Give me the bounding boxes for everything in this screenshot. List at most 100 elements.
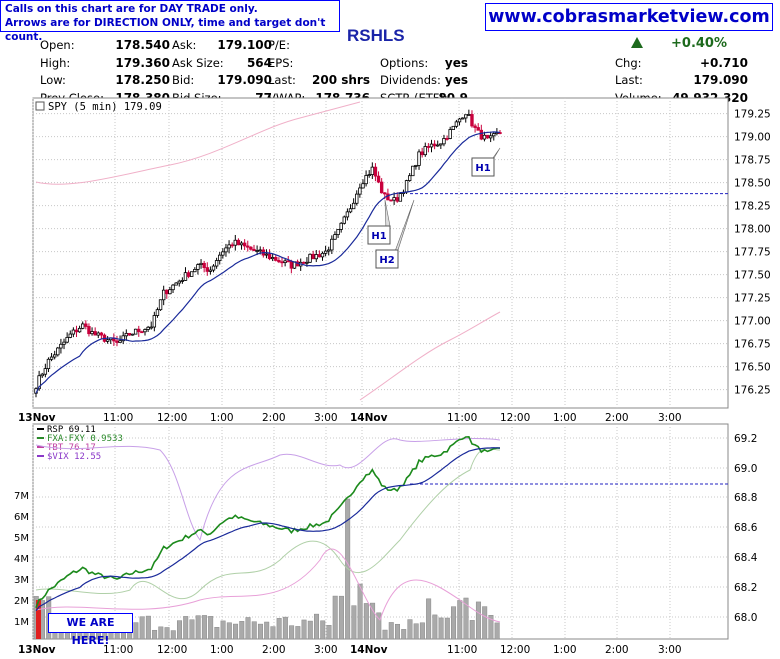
candle-body: [317, 254, 322, 258]
volume-bar: [289, 625, 295, 640]
volume-bar: [139, 616, 145, 640]
candle-body: [383, 192, 387, 195]
upper-y-tick: 178.00: [734, 224, 771, 236]
fxa-series: [35, 447, 501, 599]
candle-body: [199, 262, 203, 265]
h1-right-annotation-box: [471, 157, 495, 177]
volume-bar: [438, 617, 444, 640]
candle-body: [407, 175, 412, 181]
candle-body: [37, 375, 41, 390]
volume-tick: 7M: [14, 491, 29, 502]
volume-tick: 1M: [14, 617, 29, 628]
h2-annotation-box: [375, 249, 399, 269]
volume-bar: [133, 622, 139, 640]
x-tick-lower: 3:00: [314, 644, 338, 656]
candle-body: [367, 174, 371, 177]
candle-body: [358, 187, 362, 195]
candle-body: [171, 284, 175, 291]
quote-label: Bid:: [172, 73, 195, 87]
upper-y-tick: 179.00: [734, 132, 771, 144]
volume-bar: [276, 618, 282, 640]
volume-bar: [176, 620, 182, 640]
candle-body: [40, 373, 44, 377]
candle-body: [411, 165, 415, 177]
candle-body: [236, 239, 241, 246]
candle-body: [361, 183, 365, 189]
candle-body: [320, 252, 325, 258]
candle-body: [348, 208, 353, 213]
candle-body: [330, 238, 334, 251]
candle-body: [270, 257, 275, 260]
x-tick-lower: 1:00: [553, 644, 577, 656]
candle-body: [264, 253, 269, 256]
h1-left-annotation-box: [367, 225, 391, 245]
candle-body: [165, 289, 169, 295]
x-tick-upper: 3:00: [314, 412, 338, 424]
candle-body: [218, 254, 222, 261]
day-trade-note: Calls on this chart are for DAY TRADE on…: [0, 0, 340, 43]
candle-body: [146, 326, 150, 330]
lower-legend-item: FXA:FXY 0.9533: [47, 434, 123, 444]
candle-body: [43, 368, 48, 375]
volume-bar: [463, 597, 469, 640]
candle-body: [52, 354, 57, 358]
x-tick-lower: 2:00: [605, 644, 629, 656]
candle-body: [376, 175, 381, 183]
candle-body: [267, 253, 272, 260]
volume-bar: [482, 606, 488, 640]
x-tick-upper: 2:00: [605, 412, 629, 424]
volume-bar: [201, 615, 207, 640]
quote-value: yes: [444, 55, 468, 70]
candle-body: [49, 356, 54, 360]
volume-bar: [351, 605, 357, 640]
site-url[interactable]: www.cobrasmarketview.com: [485, 3, 773, 31]
upper-y-tick: 177.50: [734, 270, 771, 282]
we-are-here-label: WE ARE HERE!: [48, 613, 133, 647]
x-tick-upper: 12:00: [500, 412, 530, 424]
quote-value: yes: [444, 73, 468, 87]
candle-body: [339, 222, 343, 230]
candle-body: [454, 121, 459, 127]
candle-body: [314, 254, 318, 260]
candle-body: [87, 326, 91, 335]
candle-body: [168, 289, 172, 295]
volume-bar: [214, 627, 220, 640]
h2-annotation: H2: [379, 255, 394, 266]
candle-body: [277, 260, 281, 263]
candle-body: [482, 134, 487, 140]
x-tick-upper: 13Nov: [18, 412, 56, 424]
candle-body: [476, 127, 480, 131]
up-arrow-icon: [631, 37, 643, 48]
volume-bar: [469, 620, 475, 640]
x-tick-lower: 2:00: [262, 644, 286, 656]
x-tick-upper: 11:00: [103, 412, 133, 424]
vix-series: [35, 438, 501, 542]
volume-bar: [270, 626, 276, 640]
candle-body: [246, 245, 250, 248]
volume-bar: [226, 622, 232, 640]
lower-legend-item: TBT 76.17: [47, 443, 96, 453]
candle-body: [445, 138, 449, 140]
candle-body: [351, 202, 356, 210]
candle-body: [370, 166, 375, 176]
volume-bar: [233, 623, 239, 640]
lower-panel: [32, 423, 729, 640]
x-tick-lower: 13Nov: [18, 644, 56, 656]
candle-body: [485, 134, 490, 139]
candle-body: [99, 332, 104, 336]
x-tick-lower: 3:00: [658, 644, 682, 656]
upper-y-tick: 179.25: [734, 109, 771, 121]
x-tick-upper: 2:00: [262, 412, 286, 424]
candle-body: [140, 331, 144, 334]
volume-tick: 4M: [14, 554, 29, 565]
candle-body: [62, 341, 66, 345]
candle-body: [208, 269, 213, 272]
volume-bar: [488, 615, 494, 640]
candle-body: [460, 117, 465, 120]
candle-body: [152, 315, 157, 328]
quote-label: Chg:: [615, 55, 642, 70]
x-tick-upper: 1:00: [210, 412, 234, 424]
candle-body: [230, 244, 234, 247]
quote-label: Dividends:: [380, 73, 441, 87]
volume-bar: [183, 616, 189, 640]
